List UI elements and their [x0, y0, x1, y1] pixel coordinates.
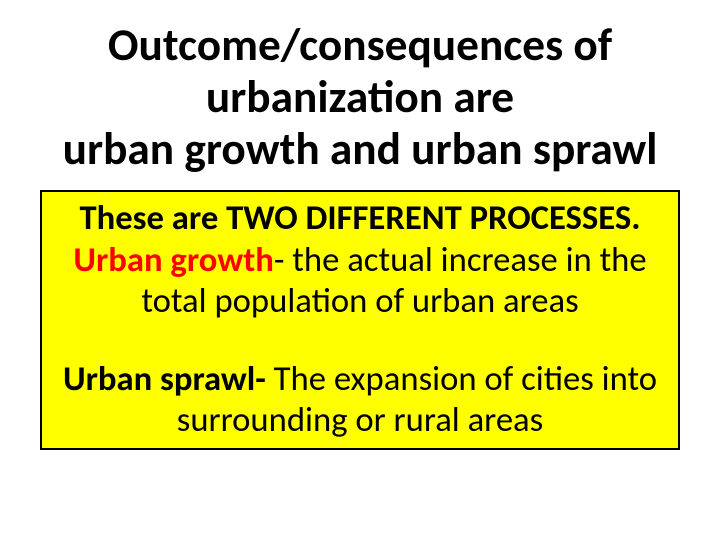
def-urban-sprawl-a: The expansion of cities into: [274, 358, 657, 400]
box-def-urban-growth: Urban growth- the actual increase in the…: [60, 240, 660, 323]
def-urban-growth-b: total population of urban areas: [141, 280, 578, 322]
def-urban-growth-a: - the actual increase in the: [274, 239, 647, 281]
content-box: These are TWO DIFFERENT PROCESSES. Urban…: [40, 190, 680, 450]
term-urban-sprawl: Urban sprawl-: [63, 358, 274, 400]
slide-title: Outcome/consequences of urbanization are…: [0, 20, 720, 176]
title-line-1: Outcome/consequences of: [0, 20, 720, 72]
slide: Outcome/consequences of urbanization are…: [0, 0, 720, 540]
term-urban-growth: Urban growth: [73, 239, 274, 281]
title-line-2: urbanization are: [0, 72, 720, 124]
title-line-3: urban growth and urban sprawl: [0, 124, 720, 176]
box-def-urban-sprawl: Urban sprawl- The expansion of cities in…: [60, 359, 660, 442]
def-urban-sprawl-b: surrounding or rural areas: [177, 399, 543, 441]
box-line-processes: These are TWO DIFFERENT PROCESSES.: [60, 198, 660, 240]
